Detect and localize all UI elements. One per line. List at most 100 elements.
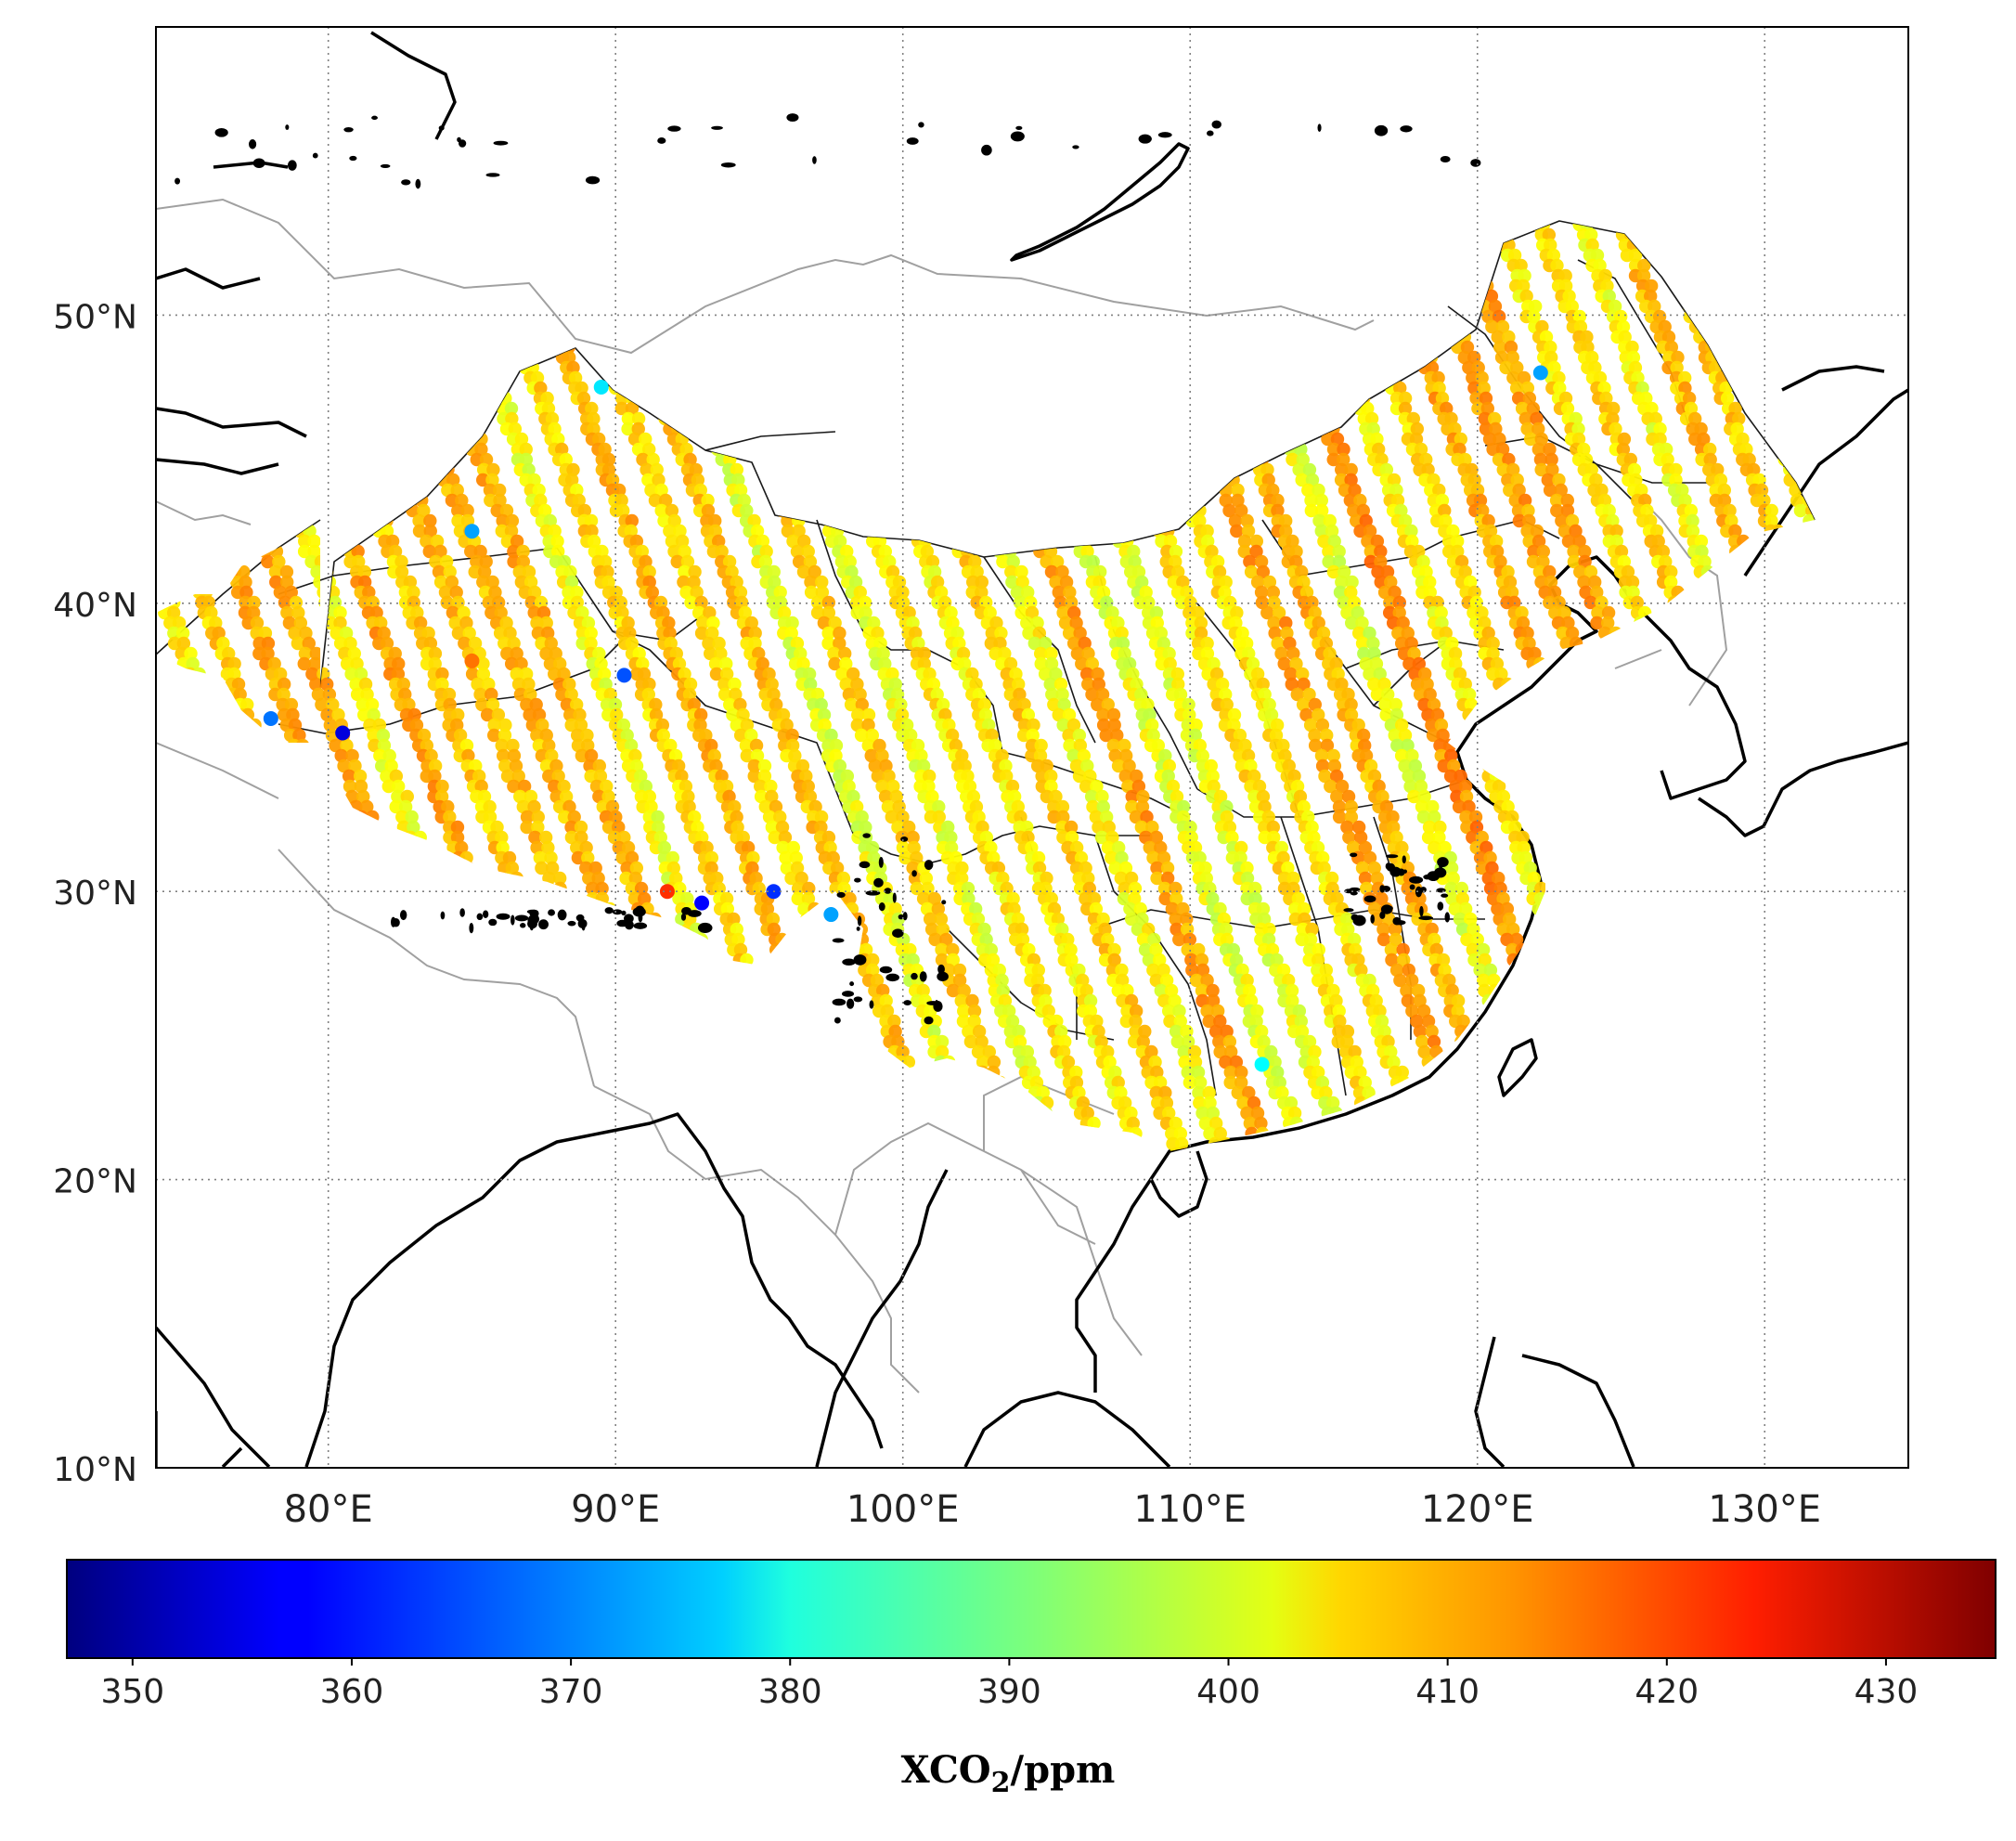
xco2-sample	[539, 646, 553, 661]
xco2-sample	[209, 616, 223, 630]
xco2-sample	[16, 320, 29, 333]
xco2-sample	[37, 800, 50, 813]
xco2-sample	[128, 1056, 141, 1069]
xco2-sample	[413, 616, 428, 630]
xco2-sample	[103, 790, 116, 803]
xco2-sample	[105, 688, 118, 701]
xco2-sample	[492, 483, 507, 498]
xco2-sample	[421, 626, 435, 641]
xco2-sample	[267, 656, 281, 671]
xco2-sample	[25, 341, 38, 354]
xco2-sample	[451, 626, 466, 641]
xco2-sample	[110, 443, 123, 456]
xco2-sample	[278, 595, 292, 610]
xco2-sample	[231, 677, 246, 692]
xco2-sample	[78, 943, 91, 956]
xco2-sample	[97, 412, 110, 425]
xco2-sample	[348, 758, 362, 773]
xco2-sample	[19, 668, 32, 681]
xco2-sample	[128, 402, 141, 415]
xco2-sample	[130, 494, 143, 507]
xco2-sample	[0, 351, 1, 364]
xco2-sample	[137, 770, 150, 783]
xco2-sample	[70, 565, 83, 578]
xco2-sample	[511, 769, 525, 784]
xco2-sample	[2, 402, 15, 415]
xco2-sample	[71, 923, 84, 936]
xco2-sample	[32, 596, 45, 609]
xco2-sample	[487, 718, 501, 733]
xco2-sample	[16, 770, 29, 783]
xco2-sample	[496, 840, 510, 855]
xco2-sample	[134, 422, 147, 435]
xco2-sample	[442, 687, 457, 702]
xco2-sample	[356, 707, 371, 722]
xco2-sample	[2, 708, 15, 721]
coastlines	[156, 31, 1908, 1468]
xco2-sample	[48, 525, 61, 538]
xco2-sample	[461, 748, 475, 763]
xco2-sample	[140, 443, 153, 456]
xco2-sample	[615, 850, 629, 865]
xco2-sample	[76, 678, 89, 691]
xco2-sample	[85, 382, 98, 395]
xco2-sample	[99, 749, 112, 762]
xco2-sample	[120, 473, 133, 486]
xco2-sample	[51, 851, 64, 864]
xco2-sample	[458, 636, 472, 651]
xco2-sample	[62, 913, 75, 926]
xco2-sample	[29, 698, 42, 711]
xco2-sample	[539, 616, 553, 630]
xco2-sample	[176, 636, 191, 651]
xco2-sample	[81, 504, 94, 517]
xco2-sample	[503, 626, 517, 641]
xco2-sample	[12, 422, 25, 435]
xco2-sample	[500, 646, 514, 661]
xco2-sample	[107, 800, 120, 813]
xco2-sample	[26, 443, 39, 456]
xco2-sample	[66, 770, 79, 783]
xco2-sample	[500, 769, 515, 784]
xco2-sample	[499, 616, 513, 630]
xco2-sample	[451, 595, 465, 610]
xco2-sample	[103, 678, 116, 691]
xco2-sample	[109, 351, 122, 364]
xco2-sample	[136, 1076, 149, 1089]
xco2-sample	[88, 841, 101, 854]
xco2-sample	[124, 484, 137, 497]
xco2-sample	[118, 1035, 131, 1048]
xco2-sample	[453, 728, 468, 743]
xco2-sample	[227, 667, 241, 681]
xco2-sample	[113, 361, 126, 374]
xco2-sample	[564, 830, 579, 845]
xco2-sample	[128, 392, 141, 405]
xco2-sample	[90, 504, 103, 517]
xco2-sample	[459, 738, 474, 753]
xco2-sample	[18, 749, 31, 762]
xco2-sample	[119, 800, 132, 813]
xco2-sample	[105, 208, 118, 221]
xco2-sample	[141, 637, 154, 650]
xco2-sample	[110, 218, 123, 231]
xco2-sample	[523, 575, 538, 590]
xco2-sample	[9, 647, 22, 660]
xco2-sample	[485, 473, 499, 487]
xco2-sample	[486, 462, 500, 477]
xco2-sample	[547, 779, 562, 794]
xco2-sample	[119, 1066, 132, 1079]
xco2-sample	[11, 198, 24, 211]
xco2-sample	[132, 739, 145, 752]
xco2-sample	[134, 749, 147, 762]
xco2-sample	[0, 708, 5, 721]
xco2-sample	[67, 218, 80, 231]
xco2-sample	[407, 707, 421, 722]
xco2-sample	[273, 667, 288, 681]
xco2-sample	[117, 371, 130, 384]
xco2-sample	[449, 585, 463, 600]
xco2-sample	[485, 575, 499, 590]
xco2-sample	[6, 484, 19, 497]
xco2-sample	[119, 729, 132, 742]
xco2-sample	[7, 392, 20, 405]
xco2-sample	[544, 636, 558, 651]
xco2-sample	[27, 800, 40, 813]
